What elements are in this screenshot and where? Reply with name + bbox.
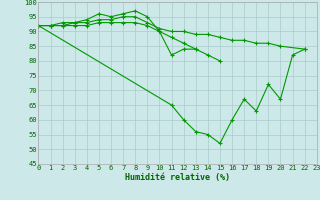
X-axis label: Humidité relative (%): Humidité relative (%) <box>125 173 230 182</box>
